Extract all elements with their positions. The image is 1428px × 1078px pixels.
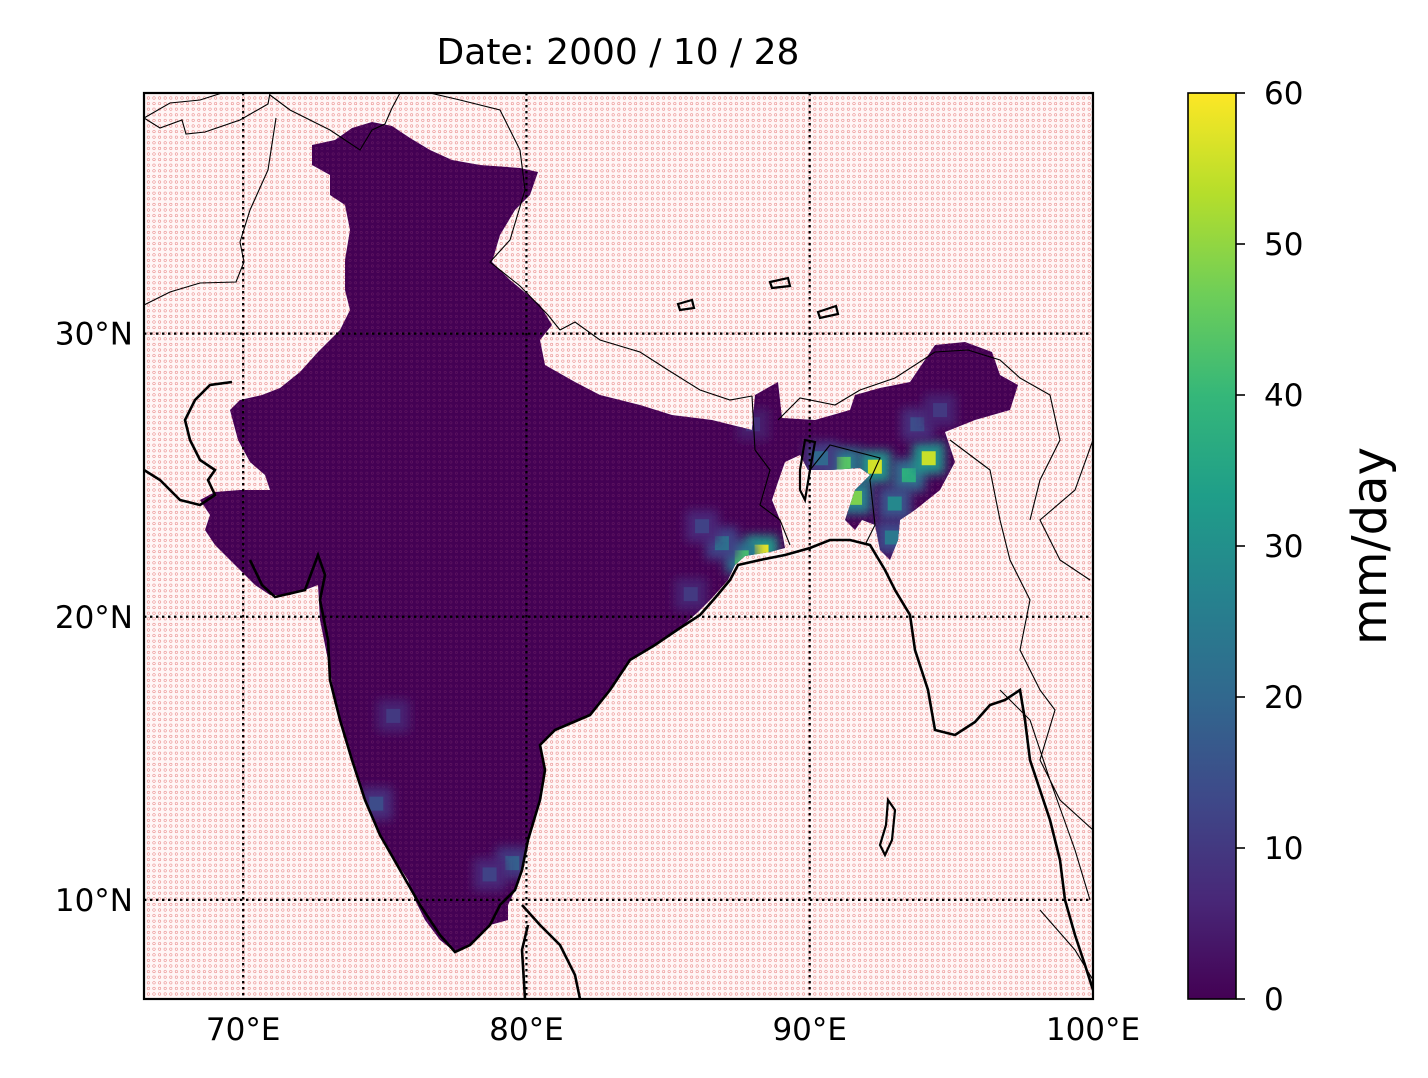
rainfall-hotspot (867, 459, 882, 474)
country-borders (144, 93, 1093, 981)
colorbar-tick-label: 40 (1264, 378, 1303, 414)
rainfall-hotspot (695, 519, 710, 534)
islands (676, 276, 897, 858)
colorbar-tick-label: 20 (1264, 680, 1303, 716)
longitude-tick-label: 80°E (489, 1012, 564, 1048)
longitude-tick-labels: 70°E 80°E 90°E 100°E (206, 1012, 1140, 1048)
colorbar-gradient (1187, 92, 1237, 1000)
colorbar-tick-label: 30 (1264, 529, 1303, 565)
sundarban-lakes (798, 438, 817, 504)
rainfall-hotspot (836, 456, 851, 471)
latitude-tick-label: 20°N (55, 600, 133, 636)
colorbar-ticks: 0 10 20 30 40 50 60 (1236, 76, 1303, 1018)
island-3 (768, 276, 792, 290)
latitude-tick-labels: 10°N 20°N 30°N (55, 317, 133, 919)
rainfall-hotspot (714, 536, 729, 551)
colorbar-tick-label: 50 (1264, 227, 1303, 263)
colorbar-tick-label: 60 (1264, 76, 1303, 112)
rainfall-hotspot (505, 856, 520, 871)
longitude-tick-label: 70°E (206, 1012, 281, 1048)
rainfall-hotspot (683, 587, 698, 602)
island-2 (676, 298, 696, 312)
map-title: Date: 2000 / 10 / 28 (437, 32, 800, 73)
longitude-tick-label: 90°E (772, 1012, 847, 1048)
rainfall-hotspot (910, 417, 925, 432)
gridlines (144, 93, 1093, 999)
border-nepal (559, 321, 753, 401)
island-1 (878, 796, 897, 858)
coastline (144, 380, 1093, 999)
latitude-tick-label: 10°N (55, 883, 133, 919)
map-frame (142, 91, 1095, 1001)
colorbar-tick-label: 10 (1264, 831, 1303, 867)
rainfall-hotspot (386, 708, 401, 723)
border-china-north (269, 93, 561, 331)
rainfall-hotspot (887, 496, 902, 511)
latitude-tick-label: 30°N (55, 317, 133, 353)
rainfall-hotspot (884, 530, 899, 545)
island-4 (816, 304, 840, 320)
colorbar-label: mm/day (1342, 447, 1398, 645)
india-precip-dots (200, 122, 1018, 952)
rainfall-hotspot (901, 468, 916, 483)
rainfall-hotspot (814, 451, 829, 466)
colorbar: 0 10 20 30 40 50 60 mm/day (1187, 76, 1398, 1018)
map-panel (144, 93, 1093, 999)
rainfall-hotspot (482, 867, 497, 882)
longitude-tick-label: 100°E (1046, 1012, 1140, 1048)
rainfall-hotspot (921, 451, 936, 466)
colorbar-tick-label: 0 (1264, 982, 1284, 1018)
rainfall-hotspot (369, 796, 384, 811)
border-bhutan-china (777, 349, 1093, 581)
border-bangladesh (751, 395, 881, 546)
rainfall-hotspot (933, 403, 948, 418)
